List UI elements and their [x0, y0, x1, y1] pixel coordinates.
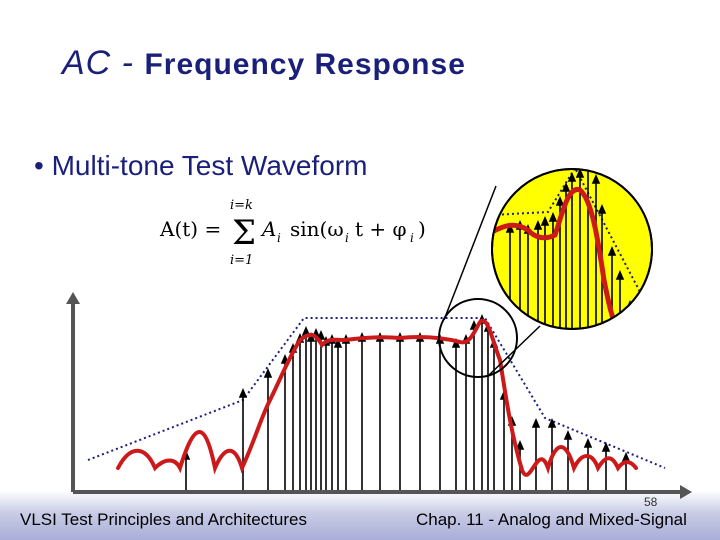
formula-amplitude-sub: i	[277, 231, 281, 245]
tone-arrow-1-head	[238, 387, 248, 398]
bullet-point: • Multi-tone Test Waveform	[34, 150, 368, 181]
tone-arrow-28-head	[531, 417, 541, 428]
title-frequency-response: Frequency Response	[144, 48, 466, 81]
formula-phi-sub: i	[410, 231, 414, 245]
formula-sin: sin(ω	[290, 217, 344, 241]
tone-arrow-2-head	[263, 367, 273, 378]
formula-close: )	[418, 217, 426, 241]
response-curve	[116, 318, 638, 477]
magnified-tone-arrow-9-head	[575, 169, 585, 178]
formula-omega-sub: i	[345, 231, 349, 245]
y-axis-arrow-icon	[66, 292, 80, 304]
zoom-line-top	[443, 185, 497, 321]
page-number: 58	[644, 495, 658, 509]
footer-band	[0, 490, 720, 540]
tone-arrow-30-head	[563, 429, 573, 440]
formula-lhs: A(t) =	[159, 217, 221, 241]
title-ac: AC -	[62, 44, 145, 82]
magnified-tone-arrow-16-head	[635, 309, 645, 320]
magnified-response-curve	[492, 187, 621, 329]
formula-amplitude: A	[260, 217, 276, 241]
slide-title: AC - Frequency Response	[62, 44, 466, 83]
multitone-formula: A(t) = i=k Σ i=1 A i sin(ω i t + φ i )	[159, 198, 426, 268]
formula-t-phi: t + φ	[355, 217, 407, 241]
tone-arrow-31-head	[583, 437, 593, 448]
magnified-tone-arrow-10-head	[585, 150, 591, 157]
tone-arrow-29-head	[547, 417, 557, 428]
formula-sum-lower: i=1	[230, 253, 253, 268]
magnified-tone-arrow-4-head	[540, 215, 550, 226]
magnified-envelope	[492, 169, 652, 329]
tone-arrow-9-head	[316, 329, 326, 340]
magnified-tone-arrow-5-head	[548, 211, 558, 222]
magnified-tone-arrow-12-head	[597, 203, 607, 214]
magnified-tone-arrow-8-head	[567, 171, 577, 182]
formula-sum-upper: i=k	[230, 198, 253, 213]
magnified-tone-arrow-13-head	[607, 245, 617, 256]
formula-sum-symbol: Σ	[232, 213, 256, 253]
magnified-tone-arrow-11-head	[591, 173, 601, 184]
tone-arrows	[181, 313, 631, 490]
tone-arrow-19-head	[451, 337, 461, 348]
zoom-source-circle	[438, 298, 518, 378]
magnified-tone-arrow-7-head	[561, 181, 571, 192]
magnified-tone-arrow-14-head	[615, 269, 625, 280]
bullet-text: Multi-tone Test Waveform	[51, 150, 368, 181]
x-axis-arrow-icon	[680, 485, 692, 499]
tone-arrow-32-head	[601, 441, 611, 452]
footer-course-title: VLSI Test Principles and Architectures	[20, 510, 307, 529]
zoom-line-bottom	[487, 325, 541, 377]
tone-arrow-12-head	[333, 337, 343, 348]
magnified-tone-arrow-3-head	[533, 219, 543, 230]
tone-arrow-27-head	[515, 439, 525, 450]
tone-arrow-33-head	[621, 451, 631, 462]
magnified-tone-arrow-6-head	[555, 195, 565, 206]
magnifier	[491, 150, 653, 330]
magnified-tone-arrow-0-head	[505, 222, 515, 233]
footer-chapter-title: Chap. 11 - Analog and Mixed-Signal	[416, 510, 687, 529]
